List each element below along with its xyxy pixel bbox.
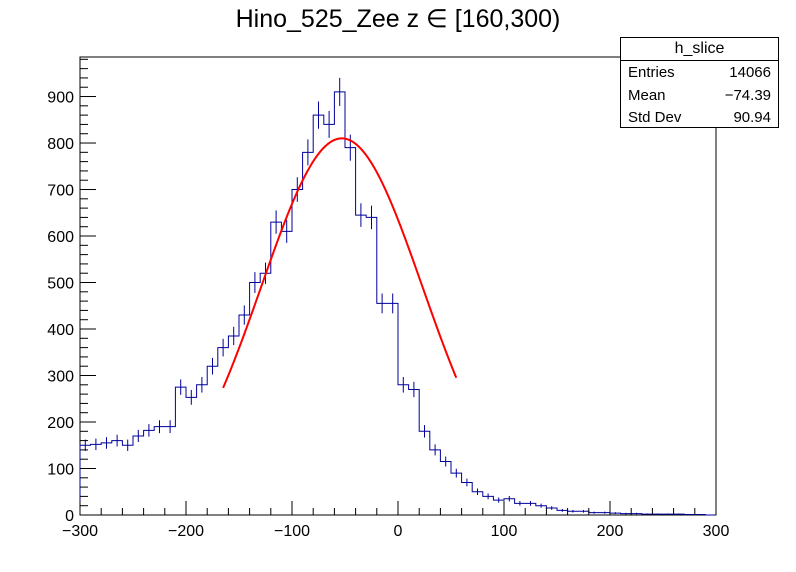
y-tick-label: 0 <box>65 508 74 525</box>
stats-row-mean: Mean −74.39 <box>621 84 778 107</box>
x-tick-label: 200 <box>597 523 624 540</box>
x-tick-label: −300 <box>62 523 98 540</box>
y-tick-label: 900 <box>47 90 74 107</box>
y-tick-label: 400 <box>47 322 74 339</box>
stats-row-stddev: Std Dev 90.94 <box>621 106 778 129</box>
y-tick-label: 100 <box>47 462 74 479</box>
fit-curve <box>222 137 458 389</box>
y-tick-label: 200 <box>47 415 74 432</box>
histogram-series <box>79 91 716 516</box>
y-tick-label: 700 <box>47 183 74 200</box>
stats-label-entries: Entries <box>628 64 675 81</box>
chart-title: Hino_525_Zee z ∈ [160,300) <box>235 5 561 33</box>
stats-value-stddev: 90.94 <box>733 109 771 126</box>
stats-box-title: h_slice <box>621 38 778 61</box>
y-tick-label: 600 <box>47 229 74 246</box>
stats-box: h_slice Entries 14066 Mean −74.39 Std De… <box>620 37 779 128</box>
stats-value-mean: −74.39 <box>724 86 771 104</box>
x-tick-label: 300 <box>703 523 730 540</box>
stats-value-entries: 14066 <box>729 64 771 81</box>
x-tick-label: 0 <box>394 523 403 540</box>
y-tick-label: 500 <box>47 276 74 293</box>
x-tick-label: −100 <box>274 523 310 540</box>
stats-row-entries: Entries 14066 <box>621 61 778 84</box>
x-tick-label: −200 <box>168 523 204 540</box>
stats-label-mean: Mean <box>628 86 666 104</box>
stats-label-stddev: Std Dev <box>628 109 682 126</box>
y-tick-label: 300 <box>47 369 74 386</box>
x-tick-label: 100 <box>491 523 518 540</box>
y-tick-label: 800 <box>47 136 74 153</box>
